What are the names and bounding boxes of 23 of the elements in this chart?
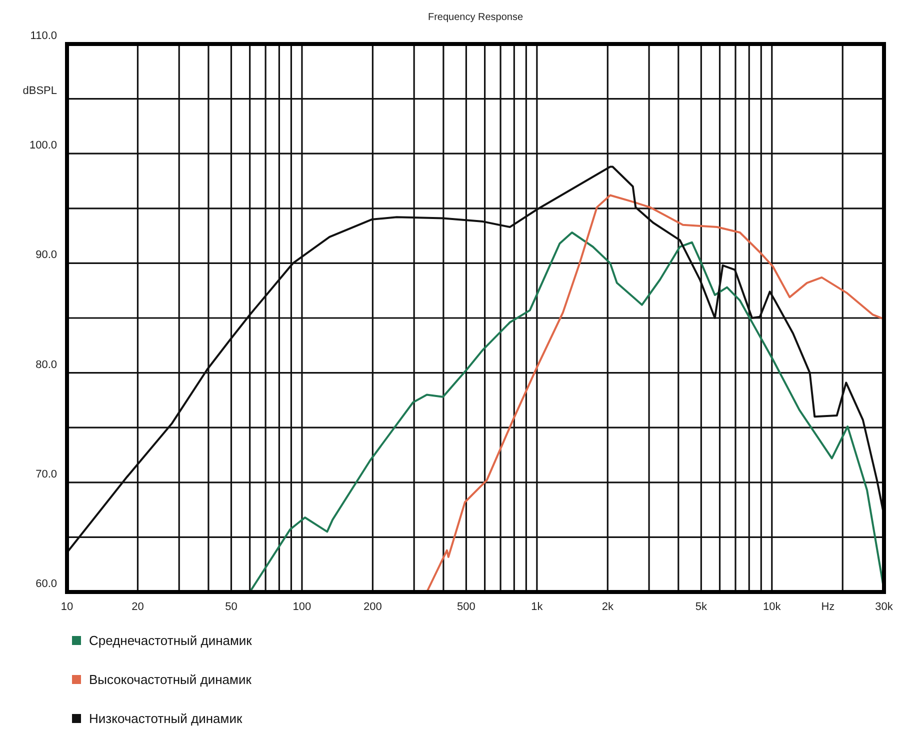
legend-label: Высокочастотный динамик — [89, 672, 252, 687]
chart-title: Frequency Response — [428, 12, 524, 23]
x-tick-label: 500 — [457, 601, 476, 613]
x-tick-label: 5k — [695, 601, 708, 613]
y-tick-label: 90.0 — [36, 249, 57, 262]
x-tick-label: 2k — [602, 601, 614, 613]
x-axis-title: Hz — [821, 601, 835, 613]
y-tick-label: 60.0 — [36, 578, 57, 590]
y-tick-label: 80.0 — [36, 358, 57, 371]
x-tick-label: 50 — [225, 601, 238, 613]
x-tick-label: 10k — [763, 601, 782, 613]
x-tick-label: 20 — [132, 601, 144, 613]
y-tick-label: 110.0 — [30, 30, 57, 42]
legend-label: Среднечастотный динамик — [89, 633, 252, 648]
y-tick-label: 70.0 — [36, 468, 57, 480]
legend-label: Низкочастотный динамик — [89, 711, 242, 726]
x-tick-label: 10 — [60, 601, 74, 613]
y-axis-title: dBSPL — [22, 84, 57, 97]
x-tick-label: 100 — [292, 601, 312, 613]
x-tick-label: 200 — [364, 601, 382, 613]
y-tick-label: 100.0 — [29, 140, 57, 152]
x-tick-label: 30k — [875, 601, 894, 613]
x-tick-label: 1k — [531, 601, 544, 613]
